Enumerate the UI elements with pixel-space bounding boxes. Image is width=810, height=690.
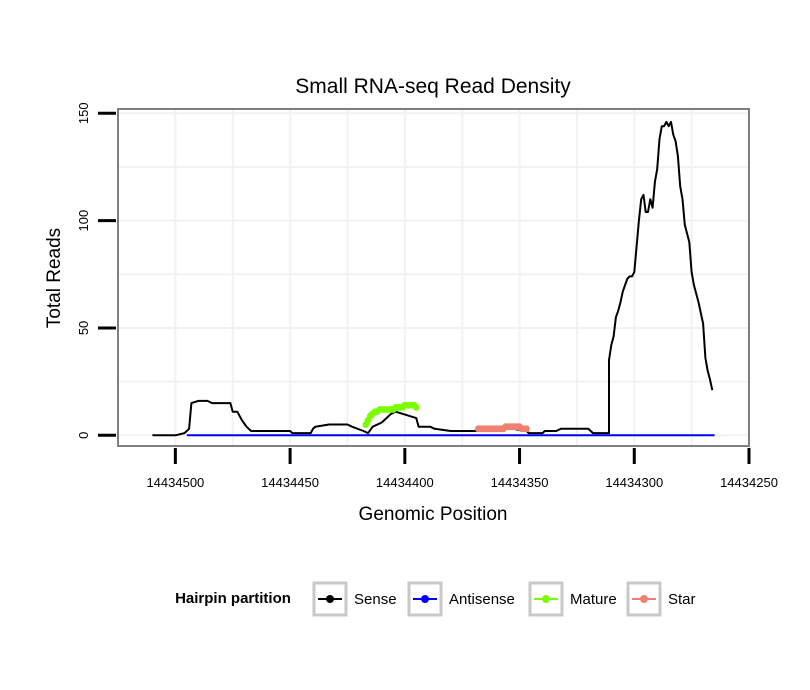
x-tick-label: 14434400 (376, 475, 434, 490)
x-tick-label: 14434500 (146, 475, 204, 490)
legend: Hairpin partition Sense Antisense Mature St… (175, 581, 696, 617)
series-layer (152, 120, 715, 437)
x-tick-label: 14434450 (261, 475, 319, 490)
y-tick-label: 50 (76, 321, 91, 335)
legend-marker-star (640, 595, 648, 603)
x-tick-label: 14434300 (605, 475, 663, 490)
x-axis-label: Genomic Position (359, 504, 508, 525)
legend-item-sense: Sense (312, 581, 397, 617)
plot-panel-border (117, 108, 750, 447)
x-tick-label: 14434250 (720, 475, 778, 490)
legend-title: Hairpin partition (175, 590, 291, 607)
legend-label-sense: Sense (354, 591, 397, 608)
legend-marker-sense (326, 595, 334, 603)
legend-item-mature: Mature (528, 581, 617, 617)
legend-marker-mature (542, 595, 550, 603)
data-point-mature (412, 403, 420, 411)
y-tick-label: 0 (76, 432, 91, 439)
chart-title: Small RNA-seq Read Density (295, 75, 571, 98)
legend-label-antisense: Antisense (449, 591, 515, 608)
legend-item-star: Star (626, 581, 696, 617)
y-tick-label: 100 (76, 210, 91, 232)
axes: 14434500 14434450 14434400 14434350 14434300… (76, 102, 778, 490)
legend-label-star: Star (668, 591, 696, 608)
legend-item-antisense: Antisense (407, 581, 515, 617)
y-axis-label: Total Reads (44, 228, 65, 328)
legend-label-mature: Mature (570, 591, 617, 608)
x-tick-label: 14434350 (491, 475, 549, 490)
grid (118, 109, 749, 446)
data-point-star (523, 425, 530, 433)
legend-marker-antisense (421, 595, 429, 603)
y-tick-label: 150 (76, 102, 91, 124)
series-line-sense (152, 120, 714, 437)
